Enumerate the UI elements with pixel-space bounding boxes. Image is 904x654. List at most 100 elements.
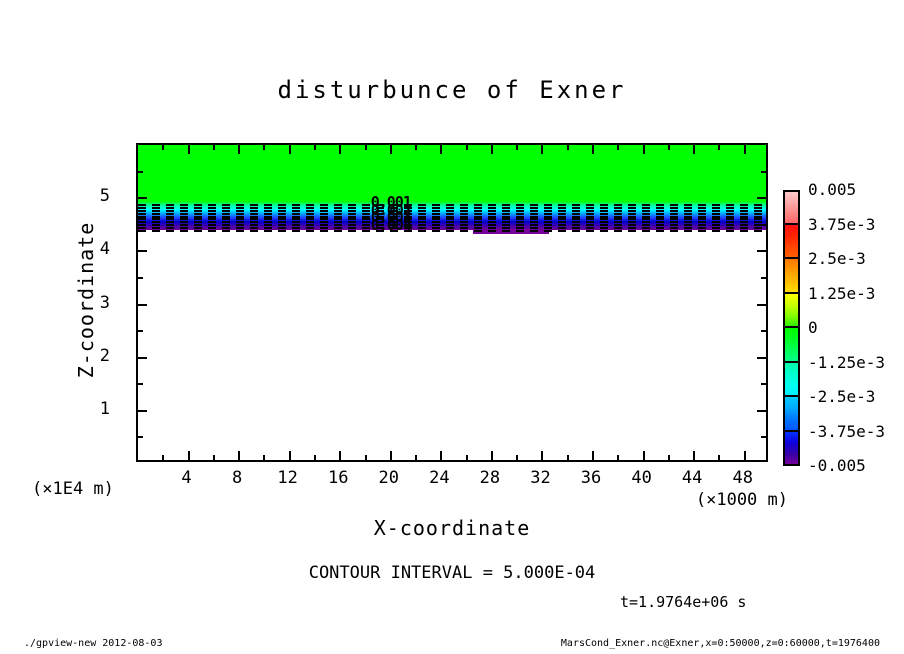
dataset-footer-label: MarsCond_Exner.nc@Exner,x=0:50000,z=0:60… xyxy=(560,638,880,649)
y-tick-label: 1 xyxy=(99,398,110,419)
y-axis-unit-label: (×1E4 m) xyxy=(32,479,114,499)
x-major-tick xyxy=(541,451,544,460)
colorbar-cell xyxy=(783,395,800,432)
command-footer-label: ./gpview-new 2012-08-03 xyxy=(24,638,163,649)
x-minor-tick xyxy=(566,455,569,460)
x-major-tick xyxy=(339,145,342,154)
x-minor-tick xyxy=(617,145,620,150)
x-major-tick xyxy=(187,451,190,460)
colorbar-tick-label: -1.25e-3 xyxy=(808,352,886,372)
colorbar-cell xyxy=(783,326,800,363)
contour-line xyxy=(138,212,766,215)
y-tick-label: 5 xyxy=(99,186,110,207)
x-major-tick xyxy=(339,451,342,460)
y-tick-label: 4 xyxy=(99,239,110,260)
x-minor-tick xyxy=(364,455,367,460)
y-minor-tick xyxy=(761,436,766,439)
contour-line xyxy=(138,209,766,212)
x-minor-tick xyxy=(313,145,316,150)
x-tick-label: 4 xyxy=(181,468,192,488)
x-tick-label: 32 xyxy=(530,468,551,488)
colorbar-tick-label: 0.005 xyxy=(808,180,857,199)
x-major-tick xyxy=(743,145,746,154)
x-tick-label: 24 xyxy=(429,468,450,488)
y-tick-label: 3 xyxy=(99,292,110,313)
colorbar-tick-label: 3.75e-3 xyxy=(808,214,876,234)
colorbar-cell xyxy=(783,429,800,466)
x-minor-tick xyxy=(263,145,266,150)
x-minor-tick xyxy=(718,145,721,150)
x-minor-tick xyxy=(212,455,215,460)
y-minor-tick xyxy=(761,330,766,333)
contour-label: 0.001 xyxy=(370,193,412,212)
x-tick-label: 12 xyxy=(277,468,298,488)
colorbar-tick-label: 0 xyxy=(808,318,818,337)
contour-line xyxy=(138,206,766,209)
x-minor-tick xyxy=(566,145,569,150)
x-major-tick xyxy=(490,451,493,460)
x-major-tick xyxy=(440,451,443,460)
x-major-tick xyxy=(743,451,746,460)
contour-line xyxy=(138,215,766,218)
x-tick-label: 44 xyxy=(681,468,703,488)
x-major-tick xyxy=(440,145,443,154)
x-minor-tick xyxy=(212,145,215,150)
x-minor-tick xyxy=(313,455,316,460)
colorbar-tick-label: -2.5e-3 xyxy=(808,387,876,406)
x-minor-tick xyxy=(667,455,670,460)
x-minor-tick xyxy=(617,455,620,460)
x-minor-tick xyxy=(415,145,418,150)
x-axis-label: X-coordinate xyxy=(373,516,531,540)
x-major-tick xyxy=(187,145,190,154)
x-major-tick xyxy=(693,145,696,154)
contour-interval-text: CONTOUR INTERVAL = 5.000E-04 xyxy=(308,563,596,583)
contour-line xyxy=(138,203,766,206)
contour-label: 0.003 xyxy=(370,208,412,227)
colorbar-cell xyxy=(783,360,800,397)
x-major-tick xyxy=(592,145,595,154)
x-minor-tick xyxy=(415,455,418,460)
x-major-tick xyxy=(238,145,241,154)
x-major-tick xyxy=(490,145,493,154)
y-minor-tick xyxy=(138,383,143,386)
y-major-tick xyxy=(138,250,147,253)
time-label: t=1.9764e+06 s xyxy=(620,593,747,611)
plot-area: 0.001 0.002 0.003 0.004 xyxy=(136,143,768,462)
x-minor-tick xyxy=(364,145,367,150)
contour-label: 0.004 xyxy=(370,215,412,234)
x-major-tick xyxy=(288,145,291,154)
y-major-tick xyxy=(138,409,147,412)
colorbar-cell xyxy=(783,222,800,259)
contour-line xyxy=(138,221,766,224)
y-minor-tick xyxy=(138,276,143,279)
colorbar-cell xyxy=(783,291,800,328)
contour-line xyxy=(138,218,766,221)
x-minor-tick xyxy=(718,455,721,460)
x-tick-label: 8 xyxy=(231,468,243,488)
y-major-tick xyxy=(757,303,766,306)
colorbar-tick-label: 2.5e-3 xyxy=(808,249,866,268)
y-tick-label: 2 xyxy=(99,345,110,366)
y-minor-tick xyxy=(761,170,766,173)
y-major-tick xyxy=(757,409,766,412)
colorbar xyxy=(783,190,800,466)
y-minor-tick xyxy=(138,223,143,226)
x-minor-tick xyxy=(516,145,519,150)
x-major-tick xyxy=(642,451,645,460)
x-axis-unit-label: (×1000 m) xyxy=(695,490,788,510)
x-minor-tick xyxy=(516,455,519,460)
y-minor-tick xyxy=(138,330,143,333)
colorbar-tick-label: -0.005 xyxy=(808,456,866,475)
contour-line xyxy=(138,227,766,230)
contour-line xyxy=(138,230,766,233)
y-major-tick xyxy=(757,197,766,200)
x-major-tick xyxy=(389,451,392,460)
x-major-tick xyxy=(693,451,696,460)
y-major-tick xyxy=(757,356,766,359)
x-major-tick xyxy=(642,145,645,154)
x-major-tick xyxy=(389,145,392,154)
x-minor-tick xyxy=(162,145,165,150)
y-major-tick xyxy=(138,303,147,306)
x-minor-tick xyxy=(465,455,468,460)
